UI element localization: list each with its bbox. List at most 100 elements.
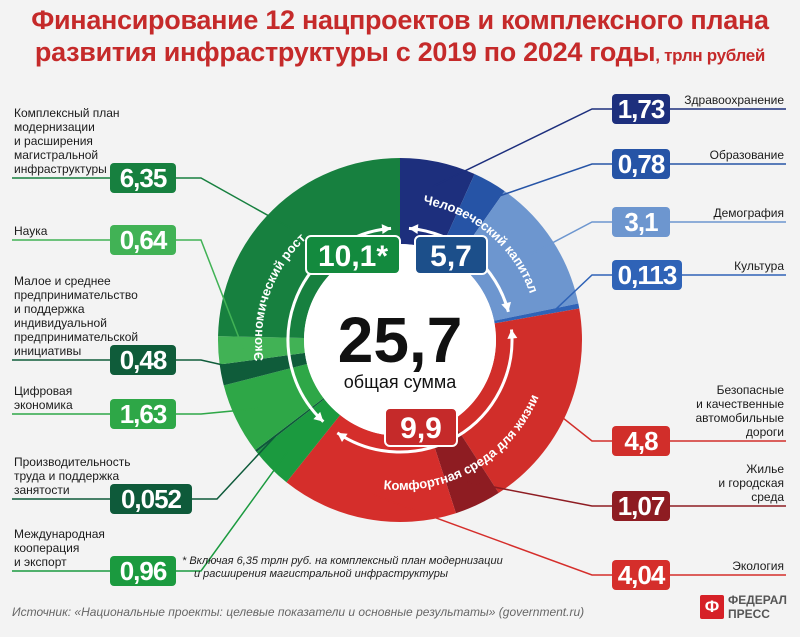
value-box-left: 0,96 bbox=[110, 556, 176, 586]
pie-slice bbox=[455, 191, 579, 321]
slice-label-right: Безопасные и качественные автомобильные дор… bbox=[624, 383, 785, 439]
slice-label-right: Жилье и городская среда bbox=[624, 462, 784, 504]
slice-label-left: Малое и среднее предпринимательство и подд… bbox=[14, 274, 138, 358]
leader-line bbox=[176, 407, 259, 415]
label-line: и расширения bbox=[14, 134, 93, 148]
title-line-2-text: развития инфраструктуры с 2019 по 2024 г… bbox=[34, 37, 656, 67]
label-line: экономика bbox=[14, 398, 73, 412]
value-box-right: 3,1 bbox=[612, 207, 670, 237]
value-box-right: 4,04 bbox=[612, 560, 670, 590]
leader-line bbox=[543, 402, 612, 442]
title-line-1: Финансирование 12 нацпроектов и комплекс… bbox=[31, 5, 769, 35]
label-line: Демография bbox=[713, 206, 784, 220]
pie-slice bbox=[218, 336, 305, 365]
footnote: * Включая 6,35 трлн руб. на комплексный … bbox=[182, 555, 582, 581]
value-box-right: 4,8 bbox=[612, 426, 670, 456]
label-line: дороги bbox=[745, 425, 784, 439]
slice-label-left: Международная кооперация и экспорт bbox=[14, 527, 105, 569]
slice-label-left: Наука bbox=[14, 224, 47, 238]
label-line: Здравоохранение bbox=[684, 93, 784, 107]
value-box-left: 0,052 bbox=[110, 484, 192, 514]
leader-line bbox=[530, 221, 612, 255]
label-line: и экспорт bbox=[14, 555, 67, 569]
leader-line bbox=[176, 239, 244, 350]
chart-title: Финансирование 12 нацпроектов и комплекс… bbox=[0, 4, 800, 72]
slice-label-right: Здравоохранение bbox=[624, 93, 784, 107]
group-arrow-head bbox=[501, 301, 511, 312]
pie-slice bbox=[219, 352, 308, 386]
center-disc bbox=[304, 244, 496, 436]
group-value: 5,7 bbox=[430, 240, 472, 273]
source-text: Источник: «Национальные проекты: целевые… bbox=[12, 605, 585, 619]
slice-label-left: Производительность труда и поддержка занят… bbox=[14, 455, 130, 497]
group-value: 10,1* bbox=[318, 240, 388, 273]
leader-line bbox=[553, 274, 612, 312]
group-value-box bbox=[384, 407, 458, 447]
label-line: Безопасные bbox=[716, 383, 784, 397]
label-line: Культура bbox=[734, 259, 784, 273]
value-box-right: 0,113 bbox=[612, 260, 682, 290]
leader-line bbox=[467, 481, 612, 507]
slice-label-left: Цифровая экономика bbox=[14, 384, 73, 412]
slice-label-left: Комплексный план модернизации и расширения… bbox=[14, 106, 120, 176]
label-line: инфраструктуры bbox=[14, 162, 107, 176]
logo-mark-icon: Ф bbox=[700, 595, 724, 619]
label-line: кооперация bbox=[14, 541, 80, 555]
label-line: Экология bbox=[732, 559, 784, 573]
footnote-line-1: * Включая 6,35 трлн руб. на комплексный … bbox=[182, 555, 503, 567]
label-line: и городская bbox=[718, 476, 784, 490]
group-arrow-head bbox=[408, 224, 419, 235]
leader-line bbox=[192, 435, 277, 500]
total-label: общая сумма bbox=[344, 372, 457, 392]
label-line: инициативы bbox=[14, 344, 82, 358]
label-line: предпринимательской bbox=[14, 330, 139, 344]
label-line: Малое и среднее bbox=[14, 274, 111, 288]
slice-label-right: Экология bbox=[624, 559, 784, 573]
label-line: и поддержка bbox=[14, 302, 85, 316]
slice-label-right: Демография bbox=[624, 206, 784, 220]
leader-line bbox=[432, 108, 612, 188]
label-line: Жилье bbox=[746, 462, 784, 476]
pie-slice bbox=[494, 303, 580, 324]
leader-line bbox=[371, 493, 612, 576]
slice-label-right: Культура bbox=[624, 259, 784, 273]
federal-press-logo: Ф ФЕДЕРАЛ ПРЕСС bbox=[700, 591, 790, 627]
label-line: Международная bbox=[14, 527, 105, 541]
logo-text: ФЕДЕРАЛ ПРЕСС bbox=[728, 593, 787, 621]
value-box-left: 0,64 bbox=[110, 225, 176, 255]
label-line: занятости bbox=[14, 483, 70, 497]
group-value-box bbox=[305, 235, 401, 275]
pie-slice bbox=[452, 308, 582, 493]
leader-line bbox=[176, 449, 289, 572]
slice-label-right: Образование bbox=[624, 148, 784, 162]
total-value: 25,7 bbox=[338, 304, 463, 376]
label-line: предпринимательство bbox=[14, 288, 138, 302]
title-unit: , трлн рублей bbox=[655, 46, 766, 65]
group-value-box bbox=[414, 235, 488, 275]
leader-line bbox=[176, 359, 247, 371]
label-line: автомобильные bbox=[695, 411, 785, 425]
label-line: среда bbox=[751, 490, 784, 504]
value-box-right: 1,07 bbox=[612, 491, 670, 521]
label-line: индивидуальной bbox=[14, 316, 107, 330]
label-line: и качественные bbox=[696, 397, 784, 411]
leader-line bbox=[477, 163, 612, 205]
group-arrow-head bbox=[337, 432, 348, 443]
label-line: Образование bbox=[709, 148, 784, 162]
group-arrow-head bbox=[313, 411, 324, 422]
footnote-line-2: и расширения магистральной инфраструктур… bbox=[194, 568, 449, 580]
group-arrow-head bbox=[381, 224, 392, 235]
group-value: 9,9 bbox=[400, 412, 442, 445]
title-line-2: развития инфраструктуры с 2019 по 2024 г… bbox=[0, 36, 800, 72]
value-box-left: 0,48 bbox=[110, 345, 176, 375]
value-box-left: 6,35 bbox=[110, 163, 176, 193]
label-line: Производительность bbox=[14, 455, 131, 469]
label-line: труда и поддержка bbox=[14, 469, 120, 483]
label-line: магистральной bbox=[14, 148, 99, 162]
value-box-left: 1,63 bbox=[110, 399, 176, 429]
group-arrow-head bbox=[507, 329, 518, 339]
label-line: Комплексный план bbox=[14, 106, 120, 120]
leader-line bbox=[176, 177, 291, 229]
